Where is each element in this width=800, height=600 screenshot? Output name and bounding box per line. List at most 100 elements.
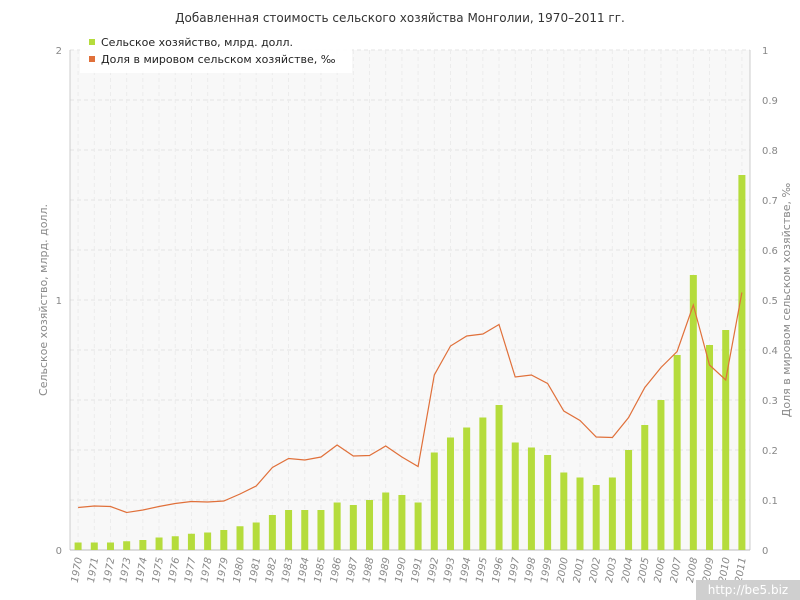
x-tick-label: 1970 [70,557,85,584]
legend: Сельское хозяйство, млрд. долл. Доля в м… [80,33,352,73]
x-tick-label: 2003 [604,557,619,584]
legend-label-line: Доля в мировом сельском хозяйстве, ‰ [101,53,336,66]
x-tick-label: 1980 [232,557,247,584]
bar [285,510,293,550]
bar [463,427,471,550]
watermark: http://be5.biz [696,580,800,600]
x-tick-label: 1983 [280,557,295,584]
bar [560,472,568,550]
x-tick-label: 2010 [717,557,732,584]
x-tick-label: 2001 [572,557,587,584]
x-tick-label: 1990 [394,557,409,584]
x-tick-label: 2006 [653,557,668,584]
legend-box [80,33,352,73]
bar [268,515,276,550]
left-axis: 0 1 2 [56,46,62,557]
right-tick-label: 0.6 [762,246,778,257]
bar [495,405,503,550]
x-tick-label: 1989 [377,557,392,584]
legend-label-bars: Сельское хозяйство, млрд. долл. [101,36,293,49]
right-axis: 0 0.1 0.2 0.3 0.4 0.5 0.6 0.7 0.8 0.9 1 [762,46,778,557]
x-tick-label: 1982 [264,557,279,584]
x-tick-label: 2002 [588,557,603,584]
bar [592,485,600,550]
bar [139,540,147,550]
x-tick-label: 1975 [151,557,166,584]
right-tick-label: 0.7 [762,196,778,207]
right-tick-label: 0 [762,546,768,557]
bar [171,536,179,550]
bar [576,477,584,550]
bar [366,500,374,550]
bar [527,447,535,550]
right-tick-label: 0.2 [762,446,778,457]
line-path [78,292,743,514]
x-tick-label: 1972 [102,557,117,584]
x-tick-label: 2005 [636,557,651,584]
x-tick-label: 1971 [86,557,101,584]
x-tick-label: 1981 [248,557,263,584]
bar [236,526,244,550]
right-tick-label: 0.9 [762,96,778,107]
right-tick-label: 0.8 [762,146,778,157]
bar [625,450,633,550]
bar [738,175,746,550]
x-tick-label: 1988 [361,557,376,584]
x-tick-label: 1991 [410,557,425,584]
bar [155,537,163,550]
x-tick-label: 2007 [669,556,684,584]
bar [74,542,82,550]
bar [382,492,390,550]
bar [398,495,406,550]
x-tick-label: 1999 [539,557,554,584]
bar [446,437,454,550]
left-tick-label: 2 [56,46,62,57]
x-tick-label: 1976 [167,557,182,584]
bar [333,502,341,550]
line-series [78,292,743,514]
x-tick-label: 1978 [199,557,214,584]
bar [657,400,665,550]
x-tick-label: 1973 [118,557,133,584]
x-tick-label: 1992 [426,557,441,584]
x-tick-label: 2004 [620,557,635,584]
x-tick-label: 1998 [523,557,538,584]
bar [220,530,228,550]
x-tick-label: 2008 [685,557,700,584]
bar [414,502,422,550]
bar [511,442,519,550]
bar [689,275,697,550]
legend-swatch-bars [89,39,95,45]
x-tick-label: 1984 [296,557,311,584]
right-tick-label: 1 [762,46,768,57]
x-tick-label: 1987 [345,556,360,584]
chart-title: Добавленная стоимость сельского хозяйств… [175,11,625,25]
x-tick-label: 1993 [442,557,457,584]
x-tick-label: 2009 [701,557,716,584]
left-tick-label: 0 [56,546,62,557]
x-tick-label: 1996 [491,557,506,584]
right-tick-label: 0.5 [762,296,778,307]
bar [90,542,98,550]
bar [641,425,649,550]
bar [204,532,212,550]
x-tick-label: 1997 [507,556,522,584]
bar [544,455,552,550]
x-tick-label: 1977 [183,556,198,584]
x-tick-label: 2011 [734,557,749,584]
left-tick-label: 1 [56,296,62,307]
bar [252,522,260,550]
x-tick-label: 1985 [313,557,328,584]
legend-swatch-line [89,56,95,62]
left-axis-title: Сельское хозяйство, млрд. долл. [37,204,50,396]
bar [430,452,438,550]
bar [349,505,357,550]
bar-series [74,175,746,550]
right-axis-title: Доля в мировом сельском хозяйстве, ‰ [780,183,793,418]
x-tick-label: 1986 [329,557,344,584]
x-axis: 1970 1971 1972 1973 1974 1975 1976 1977 1978 1979… [70,556,749,584]
right-tick-label: 0.3 [762,396,778,407]
bar [187,533,195,550]
bar [106,542,114,550]
x-tick-label: 1995 [475,557,490,584]
